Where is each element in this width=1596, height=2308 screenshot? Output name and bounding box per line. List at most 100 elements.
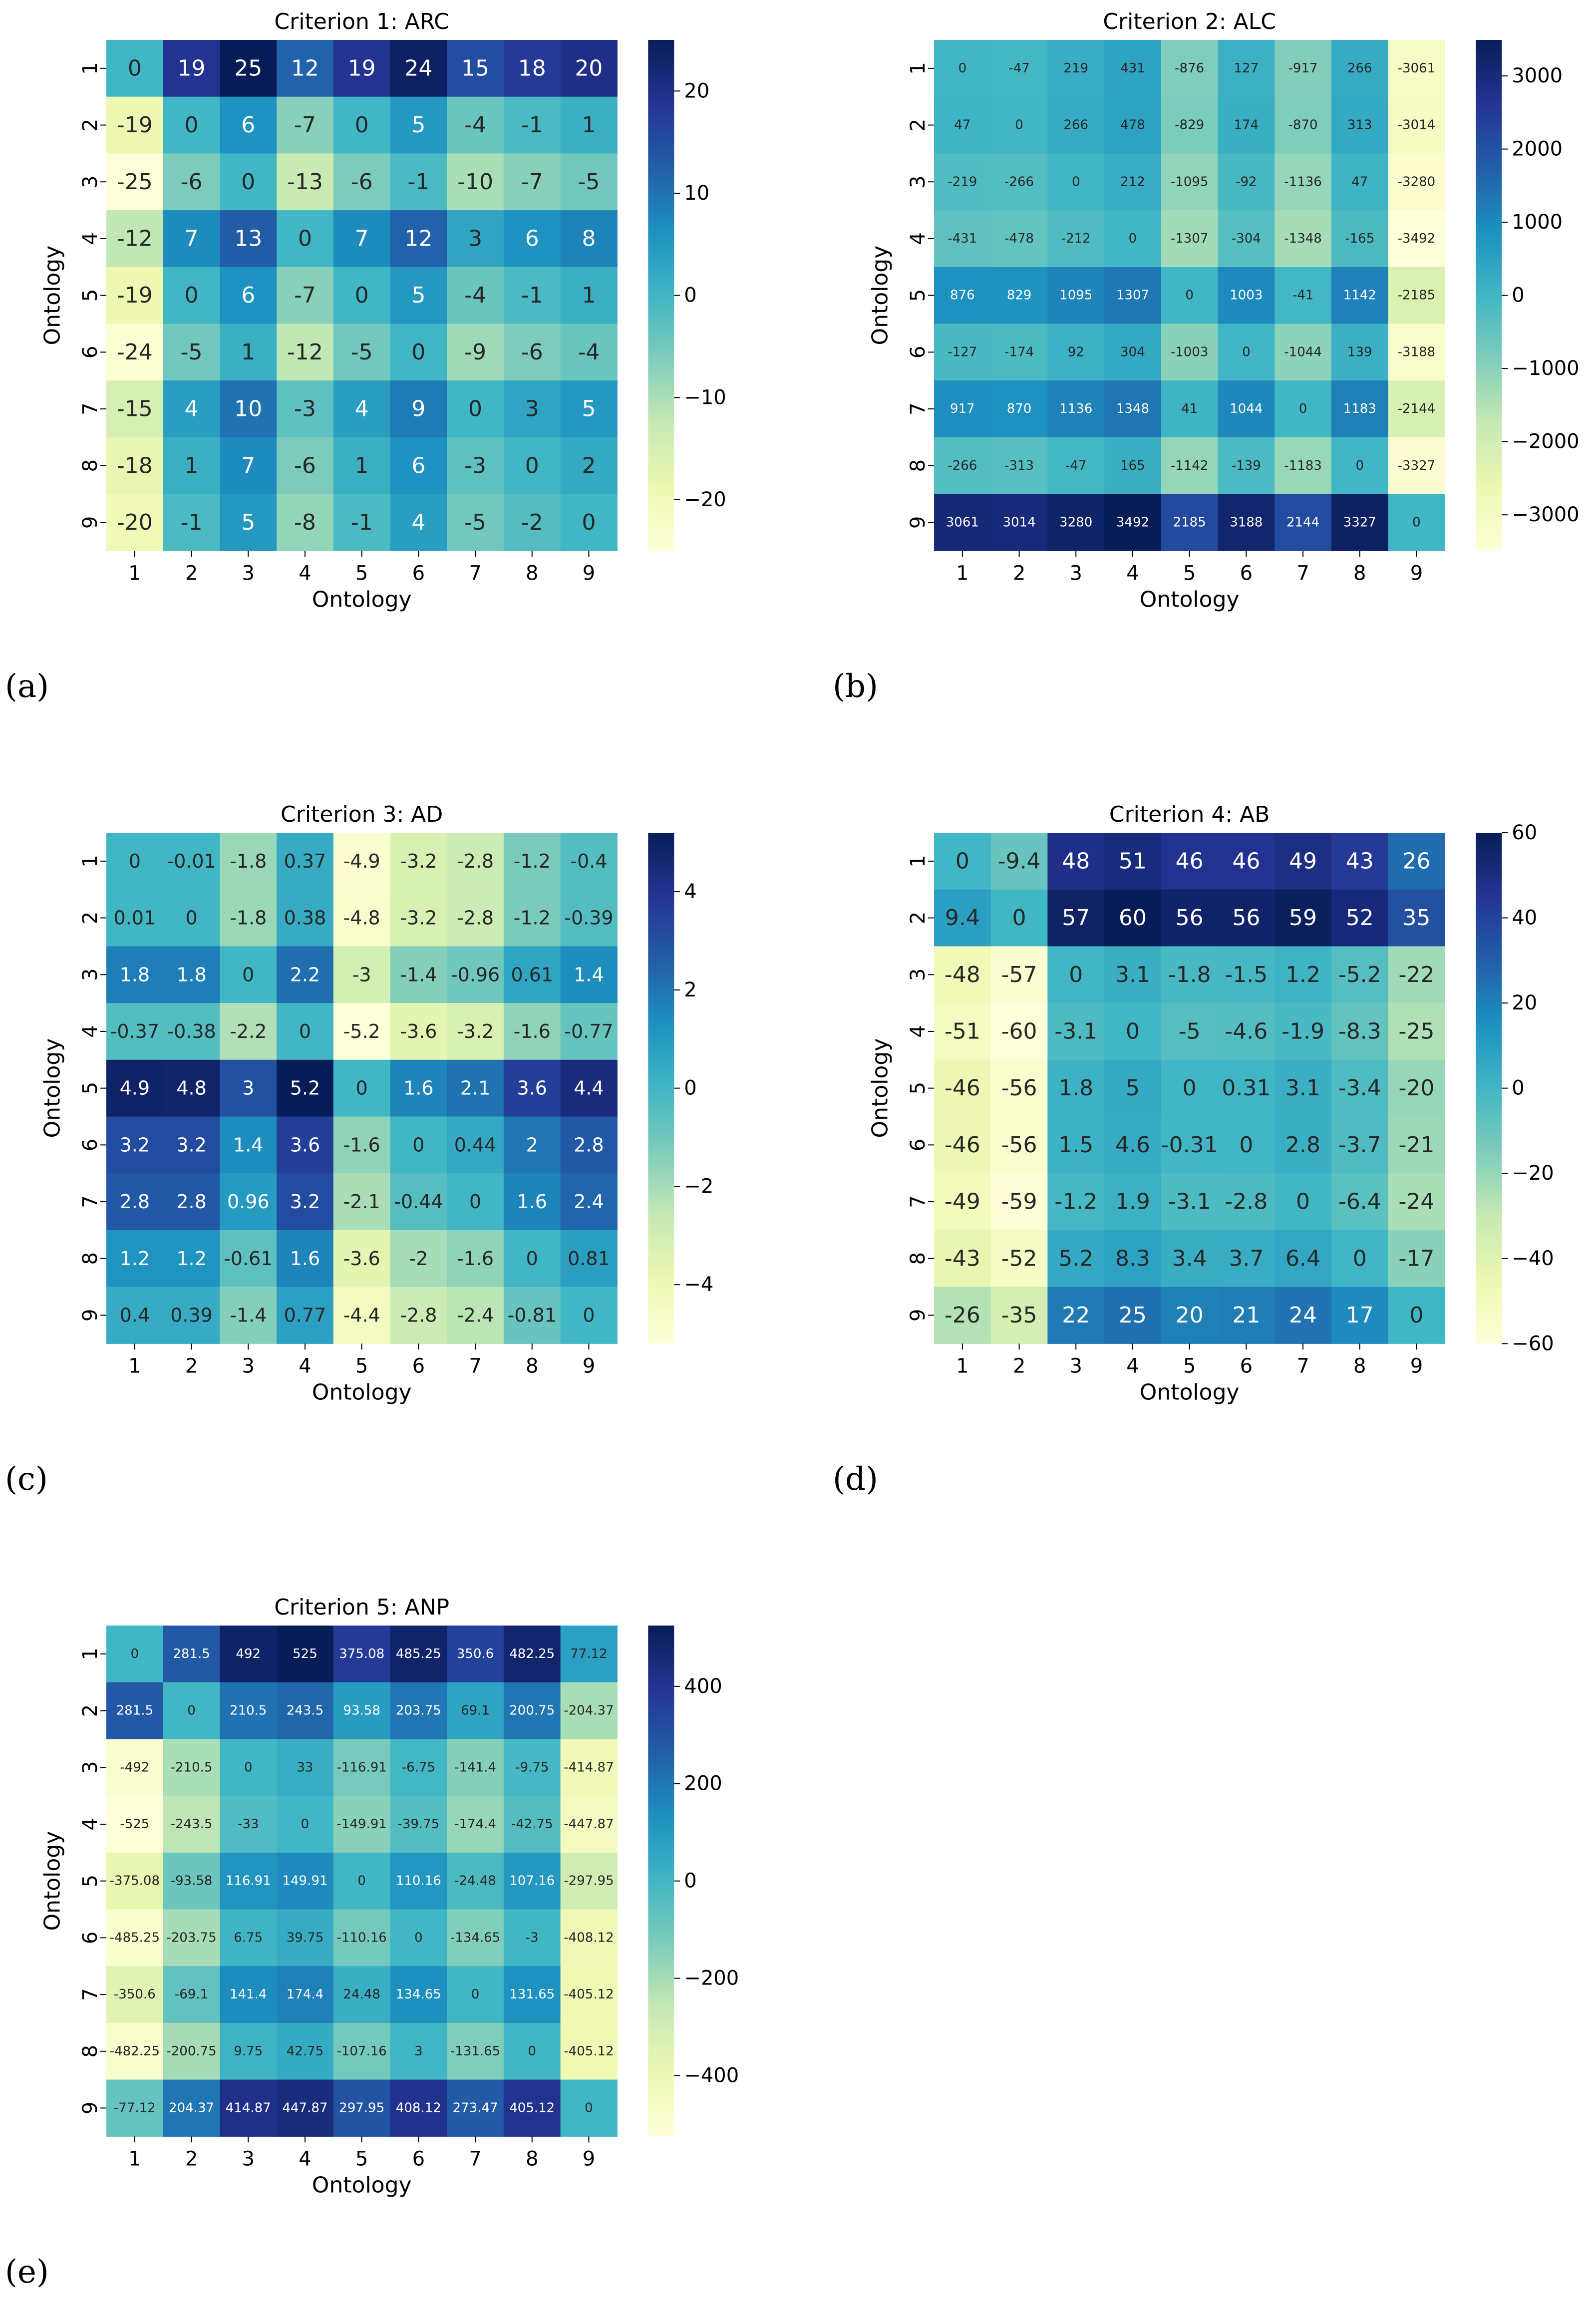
heatmap-cell <box>447 1626 504 1683</box>
heatmap-cell <box>447 267 504 325</box>
x-tick-label: 9 <box>1410 1354 1423 1377</box>
x-tick-label: 3 <box>1070 562 1082 585</box>
x-tick-label: 2 <box>185 1354 198 1377</box>
heatmap-cell <box>1047 380 1105 438</box>
y-tick-label: 3 <box>79 176 102 188</box>
heatmap-cell <box>220 1739 277 1796</box>
heatmap-cell <box>990 1059 1048 1117</box>
heatmap-cell <box>560 1116 618 1174</box>
cell-label: -4 <box>464 283 486 308</box>
cell-label: 0 <box>128 55 142 81</box>
cell-label: 12 <box>291 55 319 81</box>
heatmap-cell <box>220 1909 277 1967</box>
heatmap-cell <box>106 1966 164 2023</box>
heatmap-cell <box>990 96 1048 154</box>
x-tick-label: 8 <box>1353 1354 1366 1377</box>
heatmap-cell <box>333 2022 391 2080</box>
heatmap-cell <box>1047 494 1105 551</box>
heatmap-cell <box>934 494 991 551</box>
cell-label: 0 <box>414 1930 423 1945</box>
cell-label: -0.4 <box>570 850 607 872</box>
cell-label: 1.4 <box>574 964 604 986</box>
colorbar-tick-label: 0 <box>684 1870 696 1893</box>
cell-label: 0 <box>411 339 425 365</box>
y-tick-label: 5 <box>907 1082 930 1094</box>
y-tick-label: 1 <box>79 62 102 74</box>
cell-label: -4.8 <box>343 907 380 929</box>
x-tick-label: 5 <box>355 1354 368 1377</box>
cell-label: -19 <box>117 283 153 308</box>
heatmap-cell <box>163 1003 220 1060</box>
heatmap-cell <box>277 1287 334 1344</box>
heatmap-cell <box>447 153 504 211</box>
cell-label: 0 <box>187 1703 196 1718</box>
heatmap-cell <box>390 1852 447 1910</box>
heatmap-cell <box>1161 153 1219 211</box>
y-tick-label: 5 <box>907 289 930 302</box>
cell-label: 0 <box>357 1874 366 1889</box>
heatmap-cell <box>390 1626 447 1683</box>
cell-label: 0.44 <box>454 1134 497 1156</box>
cell-label: -41 <box>1292 288 1313 303</box>
heatmap-cell <box>1047 267 1105 325</box>
heatmap-cell <box>560 1230 618 1288</box>
cell-label: 42.75 <box>287 2044 323 2059</box>
cell-label: -2.8 <box>457 907 494 929</box>
y-tick-label: 1 <box>907 855 930 867</box>
cell-label: -0.37 <box>110 1020 159 1042</box>
cell-label: -131.65 <box>450 2044 500 2059</box>
colorbar-tick-label: −1000 <box>1512 357 1579 380</box>
heatmap-cell <box>1331 1003 1389 1060</box>
cell-label: 24 <box>1289 1303 1317 1328</box>
heatmap-cell <box>503 1173 561 1231</box>
cell-label: -0.81 <box>508 1304 557 1326</box>
y-tick-label: 9 <box>79 2102 102 2114</box>
cell-label: 0 <box>1353 1246 1367 1271</box>
heatmap-cell <box>1047 1116 1105 1174</box>
heatmap-cell <box>447 833 504 890</box>
cell-label: 0.01 <box>114 907 156 929</box>
cell-label: 21 <box>1232 1303 1260 1328</box>
colorbar-tick-label: −3000 <box>1512 503 1579 526</box>
heatmap-cell <box>277 324 334 381</box>
cell-label: 4 <box>411 510 425 535</box>
cell-label: -1 <box>407 169 429 195</box>
cell-label: 0 <box>356 1077 368 1099</box>
cell-label: 0 <box>525 453 539 478</box>
chart-title: Criterion 4: AB <box>1109 802 1270 827</box>
heatmap-cell <box>447 96 504 154</box>
heatmap-cell <box>277 1626 334 1683</box>
cell-label: 1.6 <box>403 1077 433 1099</box>
y-tick-label: 7 <box>79 1195 102 1208</box>
cell-label: -1348 <box>1284 231 1322 246</box>
heatmap-cell <box>1047 1230 1105 1288</box>
heatmap-cell <box>1331 1059 1389 1117</box>
heatmap-cell <box>1047 210 1105 268</box>
heatmap-cell <box>277 833 334 890</box>
cell-label: 350.6 <box>457 1647 494 1661</box>
heatmap-cell <box>277 1852 334 1910</box>
heatmap-cell <box>333 153 391 211</box>
y-tick-label: 9 <box>79 1309 102 1321</box>
heatmap-cell <box>390 324 447 381</box>
cell-label: -7 <box>521 169 543 195</box>
cell-label: 0 <box>471 1987 480 2002</box>
heatmap-cell <box>1047 1173 1105 1231</box>
cell-label: 4.8 <box>176 1077 206 1099</box>
heatmap-cell <box>560 324 618 381</box>
cell-label: -3280 <box>1398 174 1436 189</box>
y-axis-label: Ontology <box>868 246 893 345</box>
heatmap-cell <box>277 1682 334 1739</box>
cell-label: 2.2 <box>290 964 320 986</box>
cell-label: -212 <box>1061 231 1091 246</box>
cell-label: 5.2 <box>290 1077 320 1099</box>
x-tick-label: 6 <box>412 562 425 585</box>
heatmap-cell <box>106 324 164 381</box>
heatmap-cell <box>163 1966 220 2023</box>
heatmap-cell <box>390 2079 447 2137</box>
cell-label: 447.87 <box>282 2100 327 2115</box>
heatmap-cell <box>220 96 277 154</box>
x-tick-label: 1 <box>128 1354 141 1377</box>
cell-label: -18 <box>117 453 153 478</box>
